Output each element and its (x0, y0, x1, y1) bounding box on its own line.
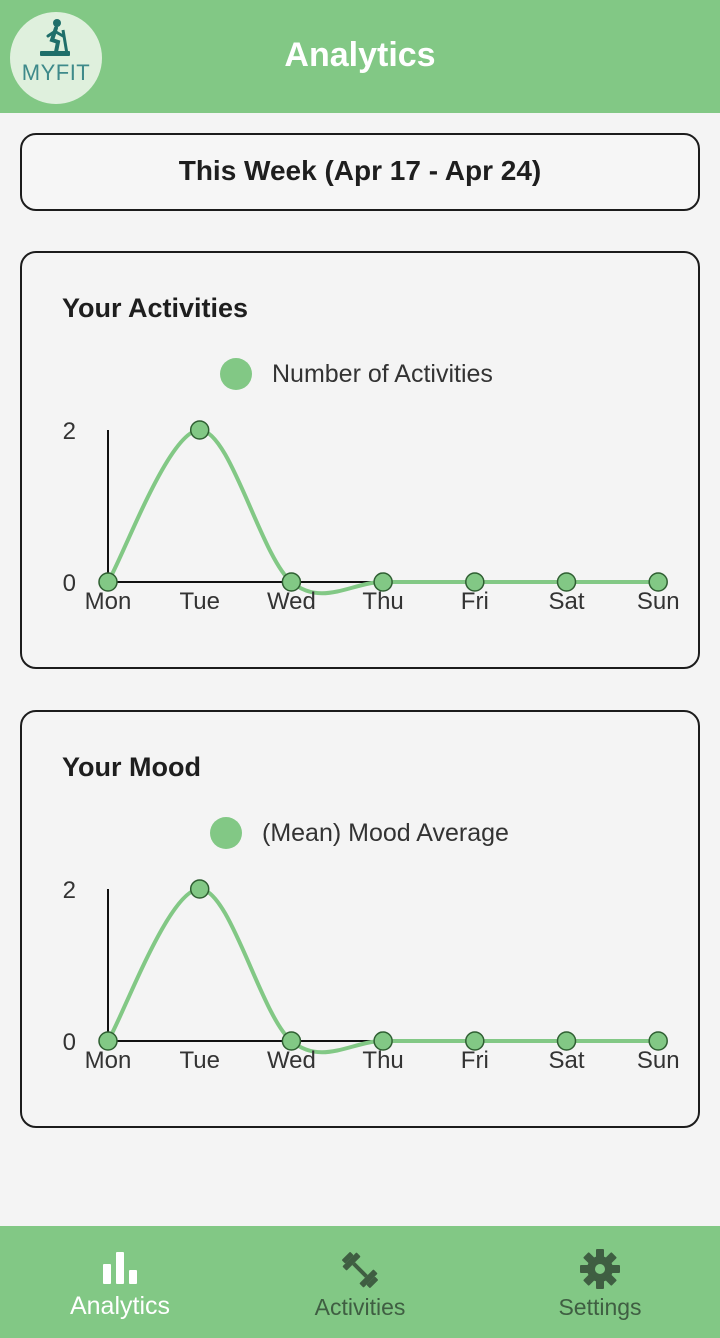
data-point (373, 1031, 393, 1051)
x-tick-label: Fri (461, 588, 489, 615)
nav-label-settings: Settings (558, 1294, 642, 1320)
logo-text: MYFIT (21, 60, 91, 85)
treadmill-runner-icon (40, 19, 70, 56)
data-point (281, 1031, 302, 1051)
legend-label: (Mean) Mood Average (262, 819, 509, 847)
data-point (648, 572, 668, 592)
x-tick-label: Sun (637, 588, 680, 615)
y-tick-label: 2 (63, 418, 76, 445)
legend-swatch (220, 358, 252, 390)
mood-line-chart: 0 2 Mon Tue Wed Thu Fri Sat Sun (63, 877, 680, 1074)
data-point (556, 572, 577, 592)
myfit-logo[interactable]: MYFIT (10, 12, 102, 104)
bar-chart-icon (103, 1252, 137, 1284)
data-point (98, 572, 118, 592)
x-tick-label: Tue (179, 1047, 219, 1074)
gear-icon (580, 1249, 620, 1289)
series-line (106, 886, 659, 1055)
y-tick-label: 2 (63, 877, 76, 904)
x-tick-label: Sat (548, 1047, 584, 1074)
data-point (373, 572, 393, 592)
data-point (189, 420, 210, 440)
activities-card: Your Activities Number of Activities 0 2 M… (20, 251, 700, 669)
x-tick-label: Fri (461, 1047, 489, 1074)
data-point (281, 572, 302, 592)
x-tick-label: Mon (85, 588, 132, 615)
x-tick-label: Wed (267, 1047, 316, 1074)
mood-card: Your Mood (Mean) Mood Average 0 2 Mon Tue We… (20, 710, 700, 1128)
data-point (465, 1031, 485, 1051)
legend-swatch (210, 817, 242, 849)
bottom-navigation: Analytics Activities (0, 1226, 720, 1338)
x-tick-label: Sat (548, 588, 584, 615)
nav-item-activities[interactable]: Activities (240, 1226, 480, 1338)
y-tick-label: 0 (63, 570, 76, 597)
activities-line-chart: 0 2 Mon Tue Wed Thu Fri Sat Sun (63, 418, 680, 615)
app-header: MYFIT Analytics (0, 0, 720, 113)
week-range-selector[interactable]: This Week (Apr 17 - Apr 24) (20, 133, 700, 211)
data-point (189, 879, 210, 899)
x-tick-label: Tue (179, 588, 219, 615)
nav-label-activities: Activities (314, 1294, 406, 1320)
activities-legend: Number of Activities (22, 356, 698, 392)
legend-label: Number of Activities (272, 360, 493, 388)
data-point (648, 1031, 668, 1051)
y-tick-label: 0 (63, 1029, 76, 1056)
nav-item-analytics[interactable]: Analytics (0, 1226, 240, 1338)
mood-legend: (Mean) Mood Average (22, 815, 698, 851)
x-tick-label: Thu (362, 1047, 403, 1074)
x-tick-label: Thu (362, 588, 403, 615)
data-point (465, 572, 485, 592)
nav-item-settings[interactable]: Settings (480, 1226, 720, 1338)
data-point (556, 1031, 577, 1051)
series-line (106, 427, 659, 596)
nav-label-analytics: Analytics (69, 1292, 171, 1320)
mood-card-title: Your Mood (62, 752, 201, 782)
x-tick-label: Mon (85, 1047, 132, 1074)
data-point (98, 1031, 118, 1051)
x-tick-label: Wed (267, 588, 316, 615)
activities-card-title: Your Activities (62, 293, 249, 323)
page-title: Analytics (284, 36, 436, 74)
x-tick-label: Sun (637, 1047, 680, 1074)
week-range-label: This Week (Apr 17 - Apr 24) (178, 155, 542, 186)
dumbbell-icon (342, 1252, 378, 1288)
